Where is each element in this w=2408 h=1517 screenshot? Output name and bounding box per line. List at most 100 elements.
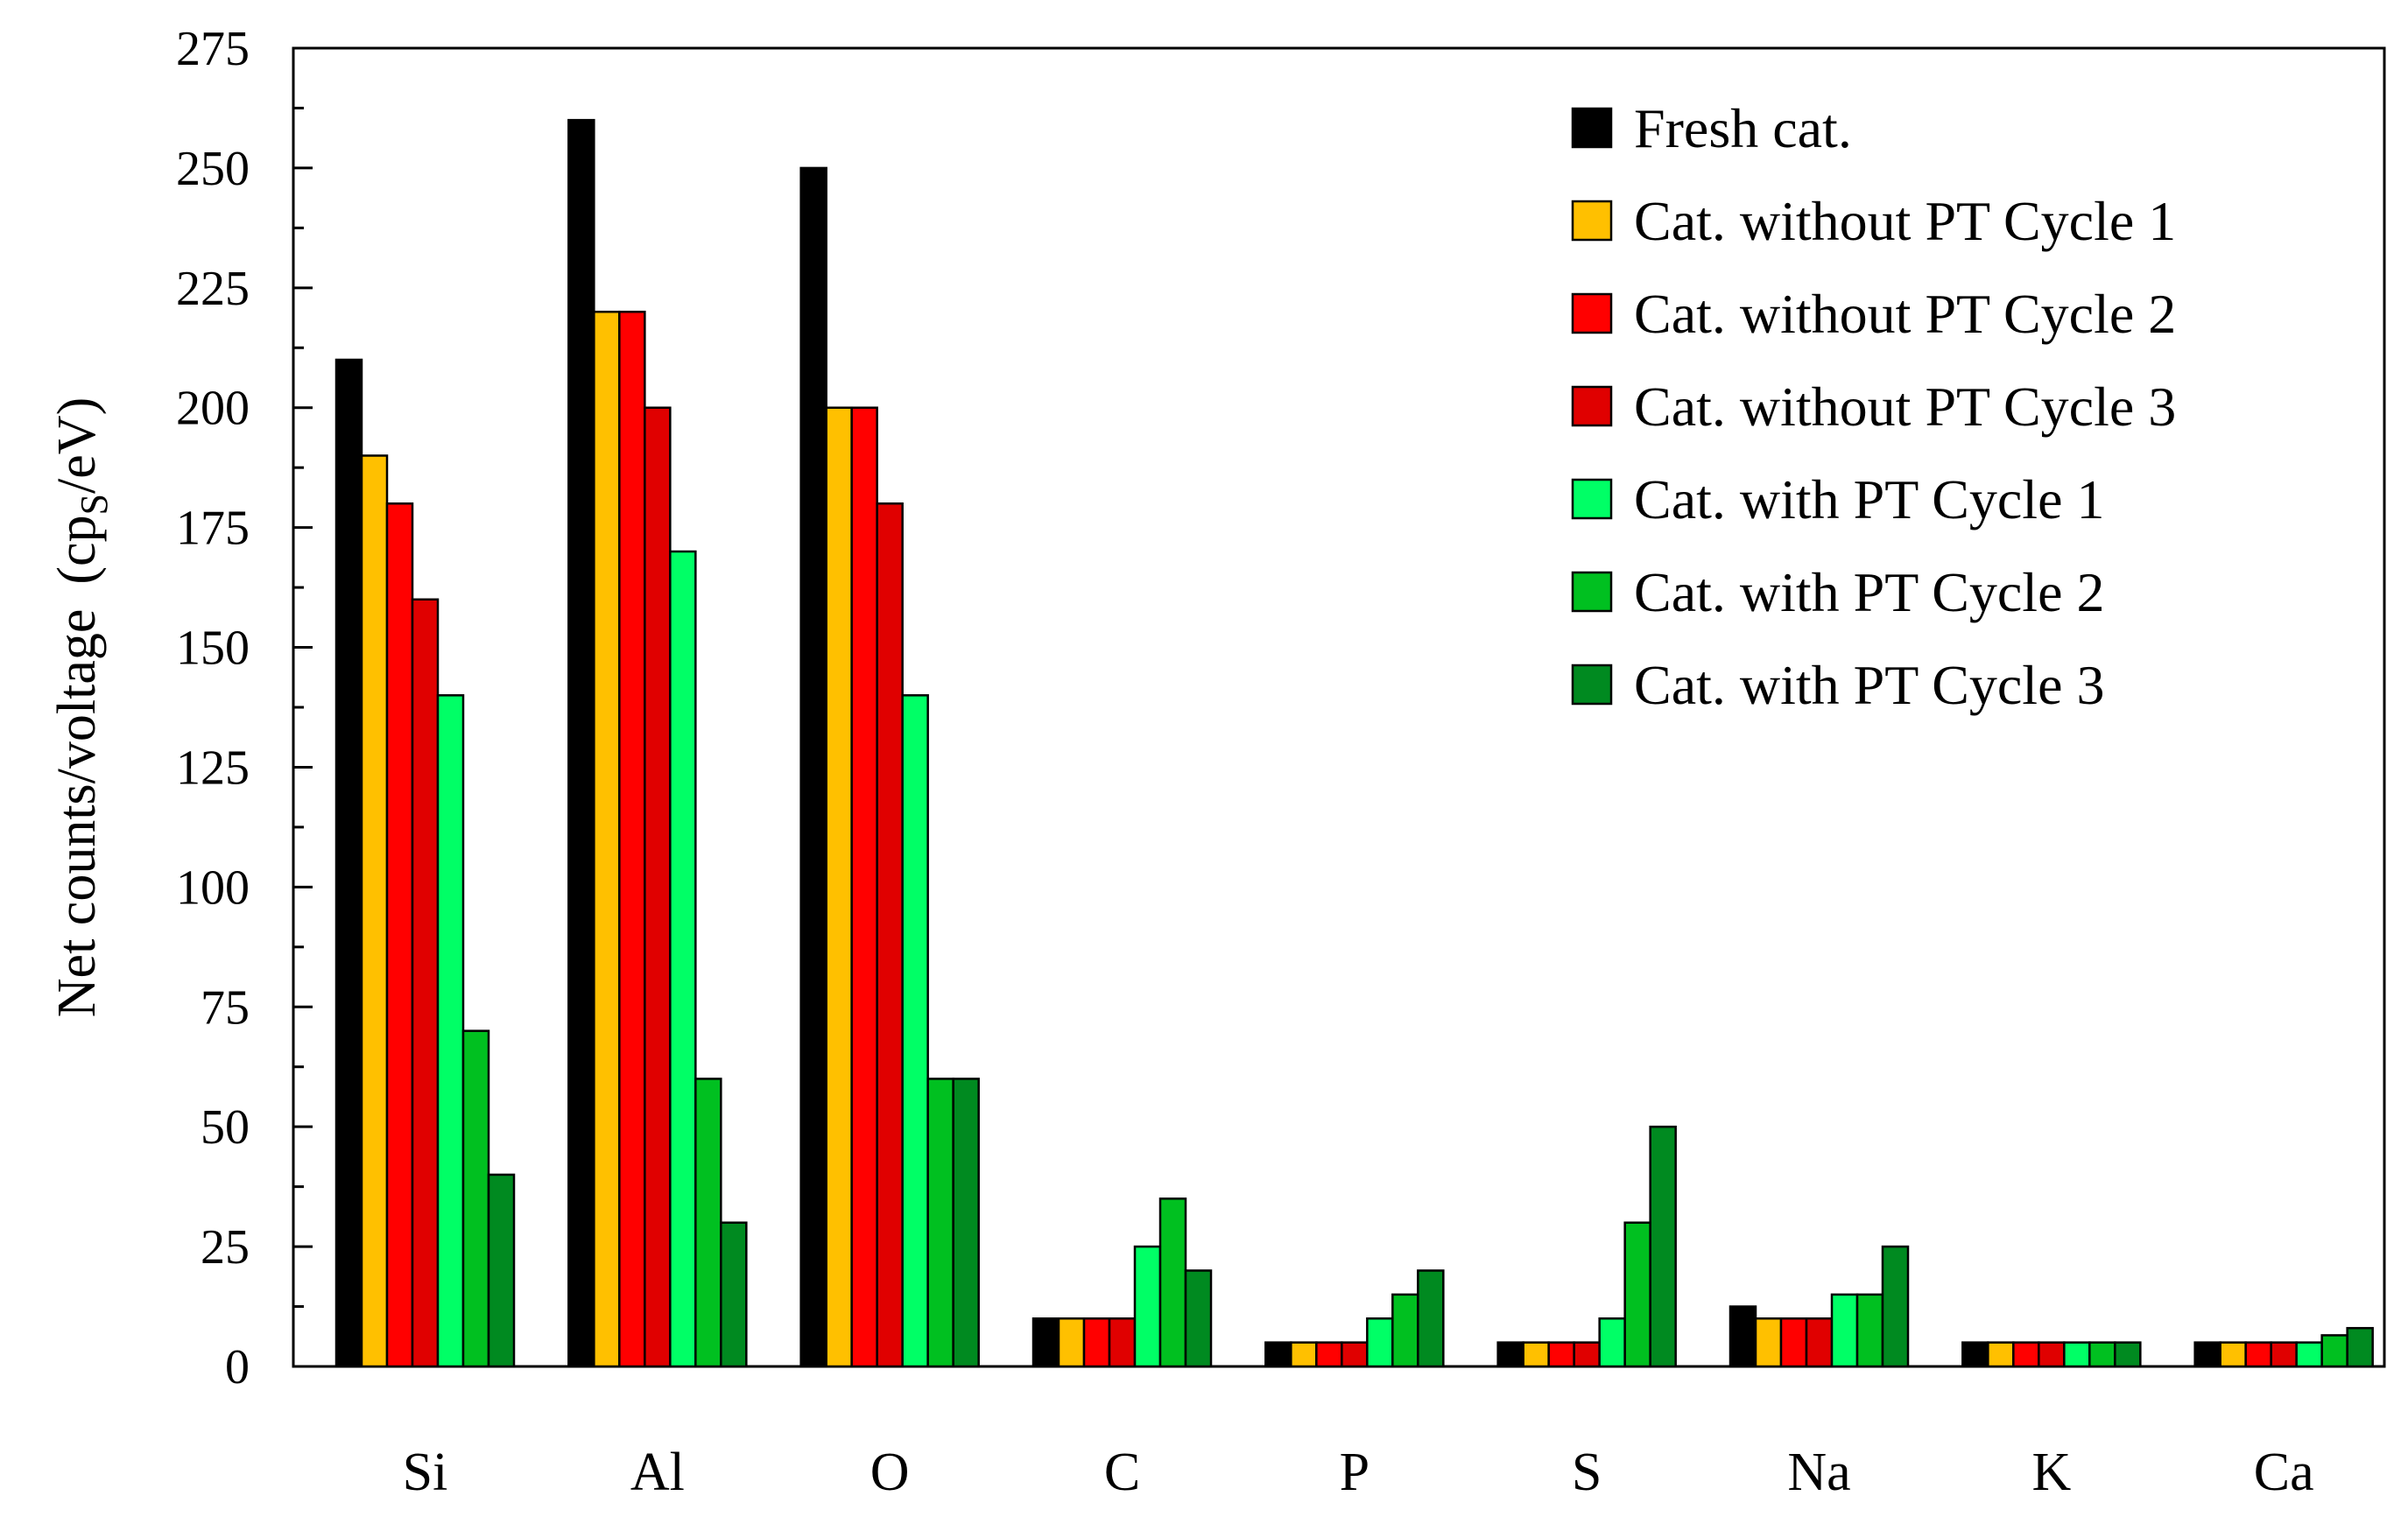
bar-al-series-7: [720, 1221, 748, 1368]
legend-swatch: [1571, 292, 1613, 334]
bar-al-series-6: [694, 1078, 722, 1368]
bar-al-series-3: [618, 310, 646, 1368]
y-tick-label: 50: [201, 1100, 250, 1155]
legend-swatch: [1571, 664, 1613, 706]
bar-si-series-3: [385, 502, 414, 1368]
y-axis-label-unit-suffix: /eV): [47, 397, 107, 494]
bar-s-series-4: [1573, 1341, 1601, 1368]
bar-c-series-5: [1133, 1245, 1162, 1368]
bar-o-series-5: [901, 694, 929, 1368]
y-tick-label: 100: [176, 860, 250, 915]
bar-si-series-5: [436, 694, 465, 1368]
x-category-label: P: [1340, 1443, 1369, 1502]
bar-ca-series-6: [2320, 1334, 2348, 1368]
bar-s-series-3: [1547, 1341, 1575, 1368]
bar-ca-series-7: [2346, 1326, 2374, 1368]
y-axis-label-unit-sub: S: [73, 494, 116, 515]
bar-ca-series-2: [2219, 1341, 2247, 1368]
bar-al-series-2: [593, 310, 621, 1368]
bar-c-series-7: [1184, 1269, 1213, 1368]
y-tick-label: 275: [176, 22, 250, 76]
y-tick-label: 25: [201, 1220, 250, 1275]
bar-si-series-7: [487, 1173, 516, 1368]
x-category-label: Si: [403, 1443, 448, 1502]
y-axis: 0 25 50 75 100 125 150 175 200 225 250 275: [176, 22, 313, 1394]
bar-p-series-1: [1264, 1341, 1292, 1368]
bar-si-series-6: [461, 1029, 490, 1368]
bar-na-series-1: [1729, 1305, 1757, 1368]
y-tick-label: 125: [176, 741, 250, 795]
bar-s-series-6: [1623, 1221, 1651, 1368]
bar-p-series-2: [1290, 1341, 1318, 1368]
bar-p-series-5: [1366, 1317, 1394, 1368]
legend-label: Cat. without PT Cycle 1: [1634, 190, 2176, 252]
bar-na-series-3: [1779, 1317, 1808, 1368]
y-tick-label: 0: [225, 1340, 250, 1394]
x-axis-categories: Si Al O C P S Na K Ca: [403, 1443, 2314, 1502]
bar-o-series-2: [825, 406, 853, 1368]
bar-p-series-3: [1315, 1341, 1343, 1368]
bar-ca-series-1: [2193, 1341, 2221, 1368]
y-tick-label: 75: [201, 980, 250, 1035]
bar-s-series-2: [1522, 1341, 1550, 1368]
bar-k-series-7: [2114, 1341, 2142, 1368]
bar-ca-series-3: [2244, 1341, 2272, 1368]
y-tick-label: 150: [176, 622, 250, 676]
legend-label: Cat. with PT Cycle 2: [1634, 561, 2104, 623]
legend: Fresh cat. Cat. without PT Cycle 1 Cat. wi…: [1571, 97, 2176, 716]
bar-si-series-4: [411, 598, 440, 1368]
bar-k-series-5: [2063, 1341, 2091, 1368]
bar-c-series-4: [1108, 1317, 1137, 1368]
bar-al-series-4: [644, 406, 672, 1368]
bar-s-series-5: [1598, 1317, 1626, 1368]
y-axis-label: Net counts/voltage (cpS/eV): [47, 397, 116, 1017]
bar-na-series-2: [1754, 1317, 1783, 1368]
x-category-label: C: [1104, 1443, 1140, 1502]
bar-c-series-1: [1031, 1317, 1060, 1368]
bar-k-series-6: [2088, 1341, 2116, 1368]
bar-na-series-6: [1855, 1293, 1884, 1368]
legend-swatch: [1571, 478, 1613, 520]
bar-p-series-4: [1341, 1341, 1369, 1368]
bar-o-series-4: [876, 502, 904, 1368]
bar-k-series-2: [1987, 1341, 2015, 1368]
bar-o-series-1: [799, 166, 827, 1368]
bar-p-series-6: [1391, 1293, 1419, 1368]
bar-al-series-1: [567, 118, 595, 1368]
legend-label: Cat. without PT Cycle 2: [1634, 283, 2176, 345]
y-axis-label-unit-prefix: (cp: [47, 515, 107, 584]
legend-swatch: [1571, 385, 1613, 427]
y-tick-label: 175: [176, 502, 250, 556]
y-tick-label: 200: [176, 382, 250, 436]
bar-si-series-1: [334, 358, 363, 1368]
bar-o-series-6: [926, 1078, 954, 1368]
legend-label: Cat. with PT Cycle 3: [1634, 654, 2104, 716]
bar-k-series-4: [2038, 1341, 2066, 1368]
bar-na-series-4: [1805, 1317, 1834, 1368]
bar-s-series-1: [1496, 1341, 1524, 1368]
y-axis-label-main: Net counts/voltage: [47, 609, 107, 1018]
bar-ca-series-4: [2270, 1341, 2298, 1368]
bar-k-series-3: [2012, 1341, 2040, 1368]
bar-o-series-3: [850, 406, 878, 1368]
bar-c-series-2: [1057, 1317, 1086, 1368]
bars: [334, 118, 2374, 1368]
bar-al-series-5: [669, 550, 697, 1368]
bar-na-series-5: [1830, 1293, 1859, 1368]
x-category-label: Ca: [2254, 1443, 2314, 1502]
legend-label: Cat. without PT Cycle 3: [1634, 376, 2176, 438]
bar-si-series-2: [360, 454, 389, 1368]
bar-ca-series-5: [2295, 1341, 2323, 1368]
legend-swatch: [1571, 571, 1613, 613]
bar-c-series-3: [1082, 1317, 1111, 1368]
x-category-label: Al: [630, 1443, 685, 1502]
x-category-label: Na: [1787, 1443, 1850, 1502]
y-tick-label: 225: [176, 262, 250, 316]
legend-swatch: [1571, 200, 1613, 242]
y-tick-label: 250: [176, 142, 250, 196]
x-category-label: K: [2031, 1443, 2071, 1502]
bar-p-series-7: [1417, 1269, 1445, 1368]
bar-o-series-7: [952, 1078, 980, 1368]
legend-label: Fresh cat.: [1634, 97, 1852, 159]
